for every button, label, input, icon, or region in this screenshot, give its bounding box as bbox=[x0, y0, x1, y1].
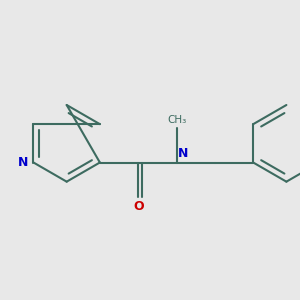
Text: CH₃: CH₃ bbox=[167, 115, 186, 125]
Text: N: N bbox=[18, 156, 28, 169]
Text: N: N bbox=[178, 147, 189, 160]
Text: O: O bbox=[133, 200, 143, 213]
